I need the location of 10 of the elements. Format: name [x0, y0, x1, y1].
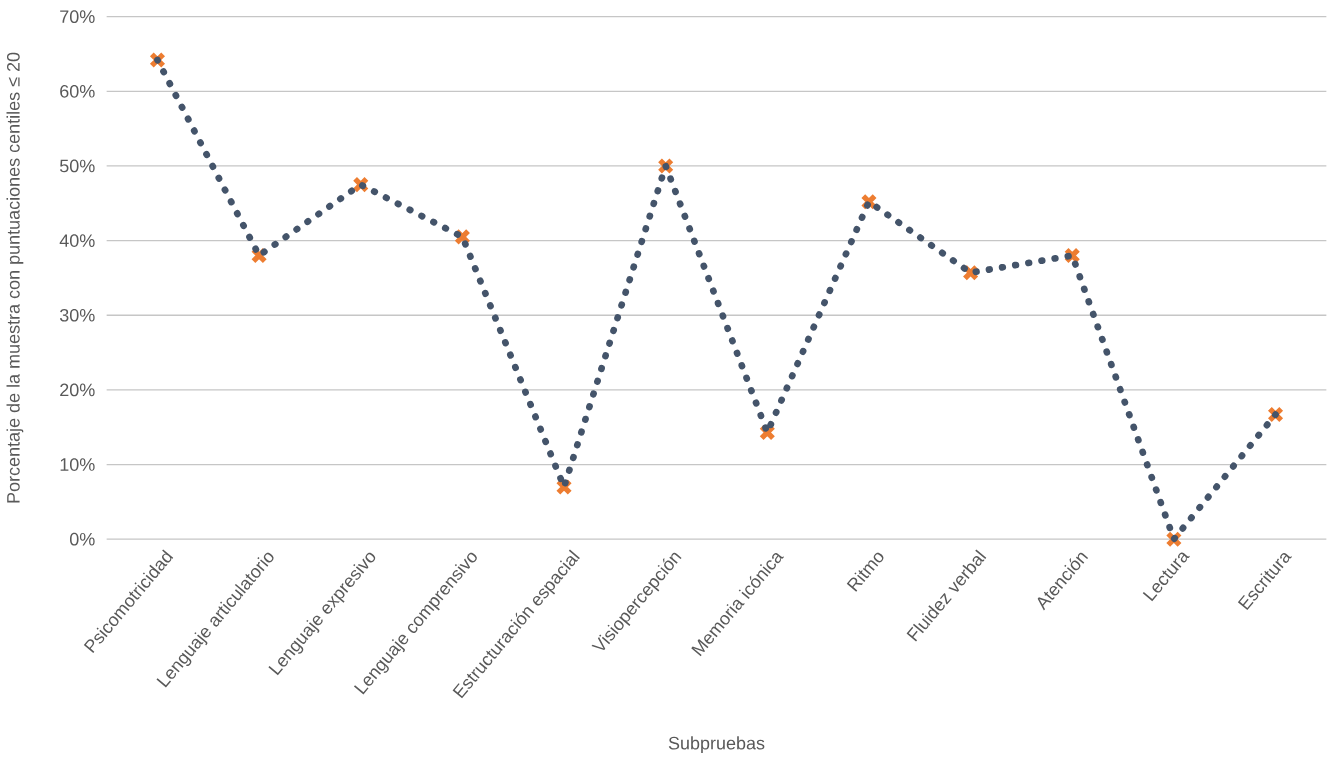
- y-tick-label: 20%: [60, 383, 95, 397]
- y-tick-label: 60%: [60, 85, 95, 98]
- y-tick-label: 50%: [59, 159, 95, 173]
- y-tick-label: 70%: [60, 10, 95, 24]
- x-axis-title: Subpruebas: [668, 736, 765, 754]
- y-tick-label: 0%: [69, 532, 95, 546]
- y-tick-label: 30%: [59, 308, 95, 322]
- y-tick-label: 10%: [60, 458, 95, 471]
- y-axis-title: Porcentaje de la muestra con puntuaciones centiles ≤ 20: [6, 52, 24, 503]
- y-tick-label: 40%: [59, 234, 95, 248]
